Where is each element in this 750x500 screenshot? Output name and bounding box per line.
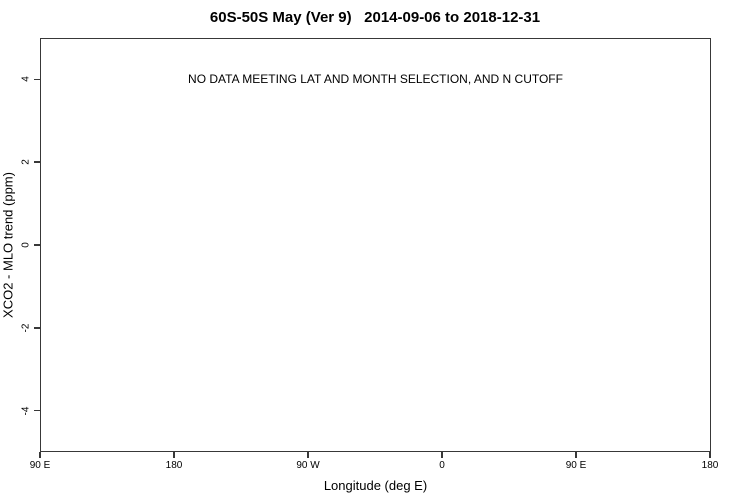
x-axis-tick [307, 452, 309, 458]
x-axis-tick-label: 0 [439, 460, 445, 471]
x-axis-tick-label: 90 E [29, 460, 51, 471]
x-axis-label: Longitude (deg E) [323, 478, 428, 493]
x-axis-tick [441, 452, 443, 458]
y-axis-tick-label: -2 [20, 323, 32, 333]
x-axis-tick-label: 180 [165, 460, 183, 471]
x-axis-tick-label: 90 W [296, 460, 320, 471]
x-axis-tick [575, 452, 577, 458]
chart-title: 60S-50S May (Ver 9) 2014-09-06 to 2018-1… [209, 9, 541, 26]
y-axis-tick-label: 2 [20, 159, 32, 165]
y-axis-label: XCO2 - MLO trend (ppm) [0, 172, 16, 318]
plot-area: NO DATA MEETING LAT AND MONTH SELECTION,… [40, 38, 711, 452]
x-axis-tick [173, 452, 175, 458]
y-axis-tick-label: 0 [20, 242, 32, 248]
x-axis-tick-label: 90 E [565, 460, 587, 471]
y-axis-tick [34, 244, 40, 246]
y-axis-tick-label: -4 [20, 406, 32, 416]
y-axis-tick-label: 4 [20, 76, 32, 83]
x-axis-tick [39, 452, 41, 458]
y-axis-tick [34, 409, 40, 412]
y-axis-tick [34, 161, 40, 163]
y-axis-tick [34, 327, 40, 329]
x-axis-tick-label: 180 [701, 460, 719, 471]
no-data-message: NO DATA MEETING LAT AND MONTH SELECTION,… [188, 71, 563, 86]
y-axis-tick [34, 78, 40, 81]
x-axis-tick [709, 452, 711, 458]
